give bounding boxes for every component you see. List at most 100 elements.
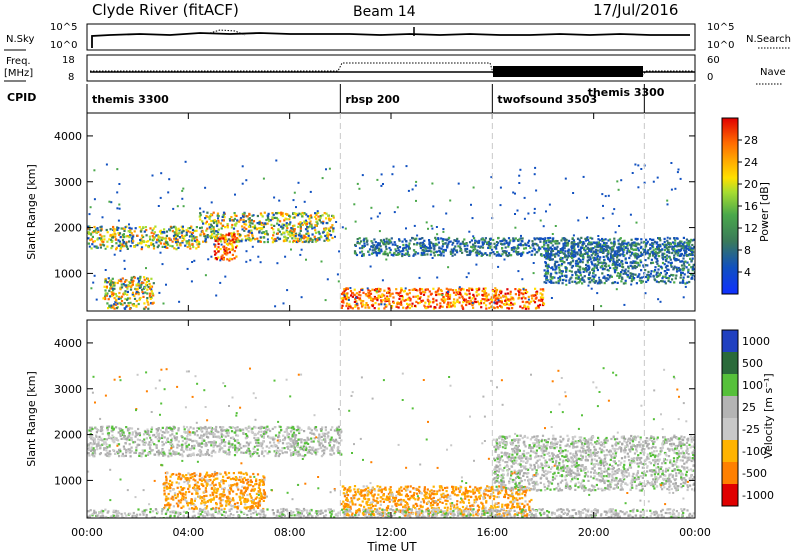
heatmap-cell xyxy=(419,243,421,245)
heatmap-cell xyxy=(112,226,114,228)
heatmap-cell xyxy=(647,271,649,273)
heatmap-cell xyxy=(201,227,203,229)
heatmap-cell xyxy=(485,308,487,310)
heatmap-cell xyxy=(260,261,262,263)
heatmap-cell xyxy=(531,295,533,297)
heatmap-cell xyxy=(409,299,411,301)
heatmap-cell xyxy=(664,281,666,283)
heatmap-cell xyxy=(455,294,457,296)
heatmap-cell xyxy=(477,242,479,244)
heatmap-cell xyxy=(332,215,334,217)
heatmap-cell xyxy=(126,438,128,440)
heatmap-cell xyxy=(607,278,609,280)
heatmap-cell xyxy=(345,298,347,300)
heatmap-cell xyxy=(409,247,411,249)
heatmap-cell xyxy=(434,254,436,256)
heatmap-cell xyxy=(214,219,216,221)
heatmap-cell xyxy=(222,426,224,428)
heatmap-cell xyxy=(106,241,108,243)
heatmap-cell xyxy=(431,228,433,230)
heatmap-cell xyxy=(139,439,141,441)
heatmap-cell xyxy=(630,245,632,247)
heatmap-cell xyxy=(240,447,242,449)
heatmap-cell xyxy=(223,258,225,260)
heatmap-cell xyxy=(650,273,652,275)
heatmap-cell xyxy=(653,181,655,183)
heatmap-cell xyxy=(300,441,302,443)
cpid-segment-label: themis 3300 xyxy=(588,86,665,99)
heatmap-cell xyxy=(385,248,387,250)
heatmap-cell xyxy=(224,253,226,255)
heatmap-cell xyxy=(609,239,611,241)
heatmap-cell xyxy=(655,248,657,250)
heatmap-cell xyxy=(182,228,184,230)
heatmap-cell xyxy=(425,307,427,309)
heatmap-cell xyxy=(176,436,178,438)
heatmap-cell xyxy=(534,249,536,251)
heatmap-cell xyxy=(520,235,522,237)
heatmap-cell xyxy=(520,243,522,245)
heatmap-cell xyxy=(634,248,636,250)
heatmap-cell xyxy=(636,255,638,257)
heatmap-cell xyxy=(419,298,421,300)
heatmap-cell xyxy=(397,247,399,249)
heatmap-cell xyxy=(545,250,547,252)
heatmap-cell xyxy=(325,426,327,428)
heatmap-cell xyxy=(499,305,501,307)
heatmap-cell xyxy=(213,212,215,214)
heatmap-cell xyxy=(550,274,552,276)
heatmap-cell xyxy=(500,204,502,206)
heatmap-cell xyxy=(365,302,367,304)
heatmap-cell xyxy=(364,304,366,306)
heatmap-cell xyxy=(448,289,450,291)
heatmap-cell xyxy=(601,262,603,264)
heatmap-cell xyxy=(578,249,580,251)
heatmap-cell xyxy=(683,296,685,298)
heatmap-cell xyxy=(322,214,324,216)
heatmap-cell xyxy=(223,429,225,431)
heatmap-cell xyxy=(651,259,653,261)
heatmap-cell xyxy=(436,244,438,246)
heatmap-cell xyxy=(159,452,161,454)
heatmap-cell xyxy=(539,241,541,243)
heatmap-cell xyxy=(110,228,112,230)
heatmap-cell xyxy=(125,243,127,245)
heatmap-cell xyxy=(112,282,114,284)
heatmap-cell xyxy=(451,244,453,246)
heatmap-cell xyxy=(286,434,288,436)
heatmap-cell xyxy=(599,245,601,247)
heatmap-cell xyxy=(600,249,602,251)
heatmap-cell xyxy=(305,259,307,261)
heatmap-cell xyxy=(473,237,475,239)
heatmap-cell xyxy=(435,239,437,241)
heatmap-cell xyxy=(315,241,317,243)
heatmap-cell xyxy=(249,222,251,224)
heatmap-cell xyxy=(639,264,641,266)
heatmap-cell xyxy=(115,426,117,428)
heatmap-cell xyxy=(223,212,225,214)
heatmap-cell xyxy=(618,225,620,227)
heatmap-cell xyxy=(112,234,114,236)
heatmap-cell xyxy=(222,246,224,248)
heatmap-cell xyxy=(207,236,209,238)
heatmap-cell xyxy=(589,271,591,273)
heatmap-cell xyxy=(463,238,465,240)
heatmap-cell xyxy=(475,291,477,293)
y-tick-label: 1000 xyxy=(54,267,82,280)
heatmap-cell xyxy=(168,237,170,239)
heatmap-cell xyxy=(143,276,145,278)
heatmap-cell xyxy=(166,231,168,233)
heatmap-cell xyxy=(187,268,189,270)
heatmap-cell xyxy=(194,440,196,442)
heatmap-cell xyxy=(652,239,654,241)
heatmap-cell xyxy=(534,173,536,175)
heatmap-cell xyxy=(238,221,240,223)
heatmap-cell xyxy=(121,227,123,229)
heatmap-cell xyxy=(575,277,577,279)
noise-panel-frame xyxy=(87,24,695,50)
heatmap-cell xyxy=(462,297,464,299)
heatmap-cell xyxy=(321,436,323,438)
heatmap-cell xyxy=(354,244,356,246)
heatmap-cell xyxy=(129,282,131,284)
heatmap-cell xyxy=(397,303,399,305)
